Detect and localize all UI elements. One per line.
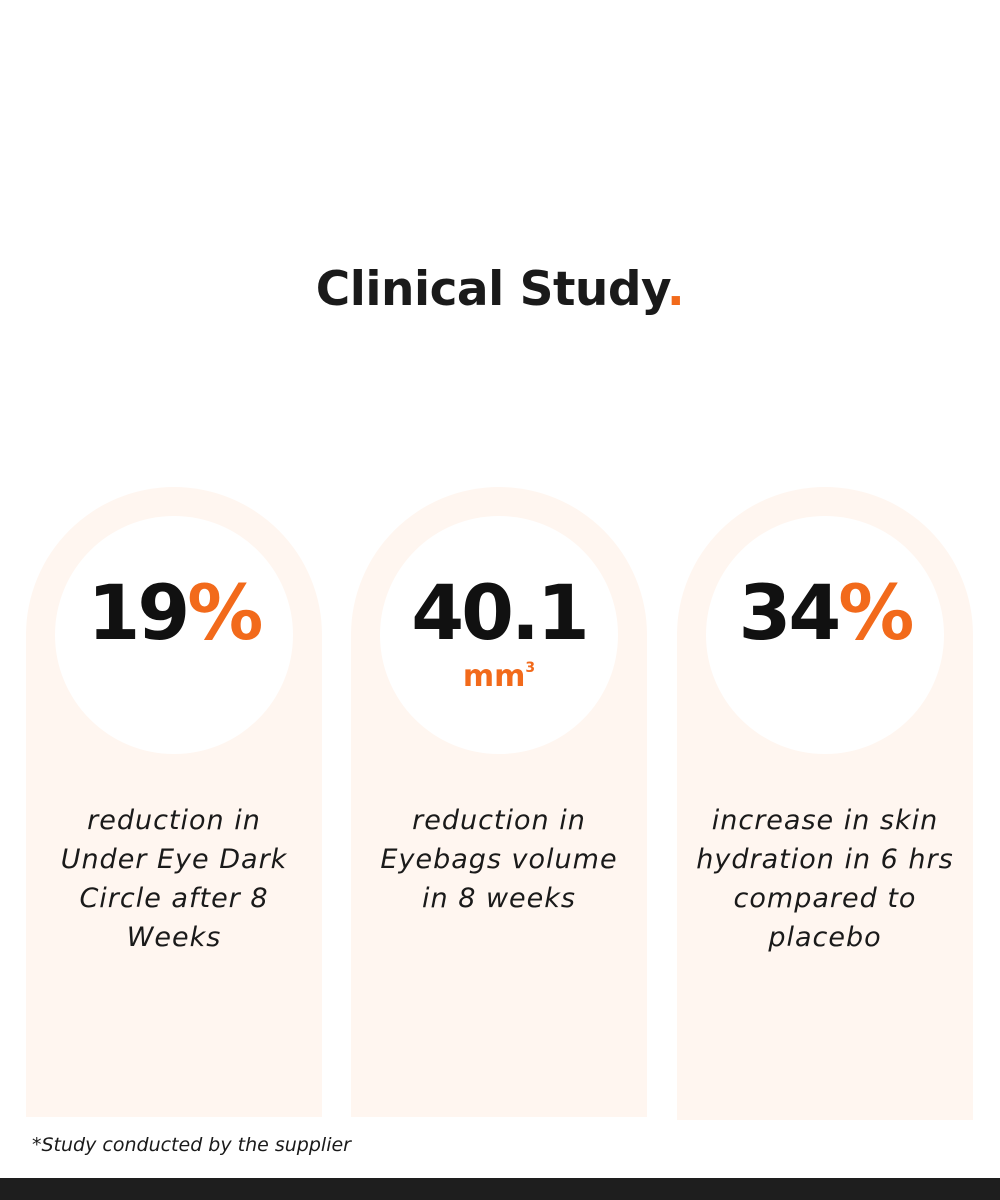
stat-description: reduction in Under Eye Dark Circle after… — [60, 805, 288, 953]
stat-value: 19% — [26, 575, 322, 651]
percent-unit: % — [838, 568, 914, 657]
title-text: Clinical Study — [315, 262, 668, 317]
stat-card-dark-circle: 19% reduction in Under Eye Dark Circle a… — [26, 487, 322, 1117]
bottom-bar — [0, 1178, 1000, 1200]
stat-description: increase in skin hydration in 6 hrs comp… — [696, 805, 954, 953]
volume-unit: mm3 — [351, 661, 647, 692]
stat-card-eyebags: 40.1 mm3 reduction in Eyebags volume in … — [351, 487, 647, 1117]
stat-value: 34% — [677, 575, 973, 651]
stat-card-hydration: 34% increase in skin hydration in 6 hrs … — [677, 487, 973, 1120]
stat-circle — [380, 516, 618, 754]
footnote: *Study conducted by the supplier — [32, 1134, 351, 1156]
stat-number: 19 — [87, 568, 191, 657]
stat-description: reduction in Eyebags volume in 8 weeks — [380, 805, 618, 914]
stat-circle — [55, 516, 293, 754]
stat-value: 40.1 — [351, 575, 647, 651]
stat-number: 34 — [738, 568, 842, 657]
title-accent-dot: . — [666, 262, 685, 317]
unit-exponent: 3 — [525, 660, 536, 676]
percent-unit: % — [187, 568, 263, 657]
stat-circle — [706, 516, 944, 754]
stat-number: 40.1 — [411, 568, 590, 657]
page-title: Clinical Study. — [0, 262, 1000, 318]
unit-base: mm — [462, 659, 526, 694]
